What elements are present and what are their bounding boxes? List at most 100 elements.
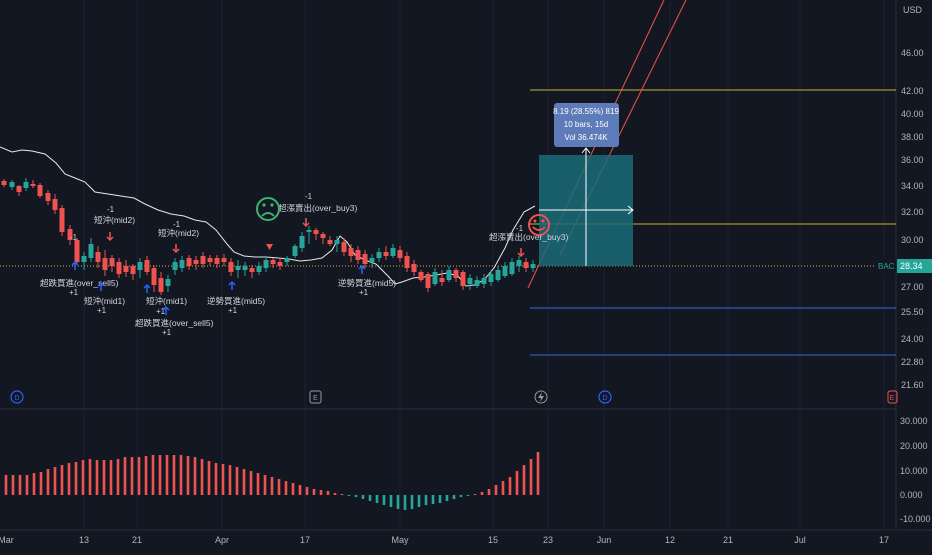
- signal-label: 超漲賣出(over_buy3): [489, 232, 569, 242]
- candle: [9, 180, 15, 190]
- candle-body: [425, 274, 431, 288]
- measure-line2: 10 bars, 15d: [564, 120, 608, 129]
- oscillator-bar: [361, 495, 365, 499]
- candle: [362, 250, 368, 268]
- candle: [299, 232, 305, 252]
- candle: [446, 266, 452, 282]
- candle-body: [256, 266, 262, 272]
- candle: [1, 179, 7, 187]
- oscillator-bar: [438, 495, 442, 503]
- time-tick-label: 21: [132, 535, 142, 545]
- candle-body: [81, 256, 87, 262]
- symbol-label: BAC: [878, 262, 895, 271]
- oscillator-bar: [186, 456, 190, 495]
- candle: [249, 265, 255, 278]
- candle: [530, 260, 536, 272]
- signal-plus: +1: [359, 288, 369, 297]
- candle: [116, 258, 122, 278]
- candle: [95, 246, 101, 268]
- candle: [214, 255, 220, 268]
- candle: [109, 255, 115, 272]
- oscillator-bar: [109, 460, 113, 495]
- oscillator-bar: [340, 494, 344, 495]
- candle-body: [16, 186, 22, 192]
- candle: [502, 262, 508, 278]
- time-tick-label: 13: [79, 535, 89, 545]
- candle: [404, 252, 410, 272]
- measure-line3: Vol 36.474K: [564, 133, 608, 142]
- candle: [186, 255, 192, 270]
- candle-body: [439, 278, 445, 282]
- sell-triangle-icon: [266, 244, 273, 250]
- candle: [172, 258, 178, 275]
- oscillator-bar: [263, 475, 267, 495]
- last-price-value: 28.34: [900, 261, 923, 271]
- oscillator-bar: [165, 455, 169, 495]
- signal-plus: +1: [69, 288, 79, 297]
- oscillator-bar: [347, 495, 351, 496]
- candle: [390, 244, 396, 258]
- signal-label: 逆勢買進(mid5): [207, 296, 265, 306]
- candle-body: [488, 274, 494, 282]
- candle-body: [67, 229, 73, 240]
- candle-body: [355, 250, 361, 260]
- candle: [383, 246, 389, 260]
- candle-body: [37, 185, 43, 196]
- candle-body: [292, 246, 298, 256]
- time-tick-label: 15: [488, 535, 498, 545]
- price-tick-label: 24.00: [901, 334, 924, 344]
- event-markers[interactable]: D E D E: [10, 390, 898, 404]
- candle-body: [453, 270, 459, 278]
- oscillator-bar: [375, 495, 379, 503]
- oscillator-bar: [123, 457, 127, 495]
- svg-text:D: D: [602, 395, 607, 402]
- candle-body: [397, 250, 403, 258]
- candle-body: [320, 234, 326, 238]
- candle-body: [137, 262, 143, 270]
- buy-arrow-icon: [358, 264, 366, 274]
- last-price-tag[interactable]: BAC 28.34: [876, 259, 932, 273]
- time-tick-label: 17: [879, 535, 889, 545]
- signal-plus: +1: [228, 306, 238, 315]
- candle: [88, 238, 94, 262]
- oscillator-bar: [389, 495, 393, 507]
- candle-body: [390, 248, 396, 256]
- candle: [256, 262, 262, 275]
- oscillator-bar: [46, 469, 50, 495]
- signal-minus: -1: [70, 233, 78, 242]
- candle: [425, 272, 431, 292]
- candle-body: [45, 193, 51, 201]
- oscillator-bar: [193, 457, 197, 495]
- candle-body: [102, 258, 108, 270]
- candle: [242, 262, 248, 276]
- candle: [67, 225, 73, 245]
- price-axis[interactable]: 46.00 42.00 40.00 38.00 36.00 34.00 32.00 30.00…: [901, 48, 924, 390]
- signal-label: 逆勢買進(mid5): [338, 278, 396, 288]
- sell-arrow-icon: [302, 218, 310, 228]
- sell-arrow-icon: [106, 232, 114, 242]
- candle-body: [509, 262, 515, 274]
- oscillator-bar: [200, 459, 204, 495]
- candle-body: [179, 260, 185, 268]
- candle-body: [495, 270, 501, 280]
- oscillator-tick-label: 10.000: [900, 466, 928, 476]
- time-axis[interactable]: Mar 13 21 Apr 17 May 15 23 Jun 12 21 Jul 17: [0, 535, 889, 545]
- oscillator-bar: [81, 460, 85, 495]
- sell-arrow-icon: [517, 248, 525, 258]
- candle-body: [242, 266, 248, 270]
- oscillator-bar: [172, 455, 176, 495]
- signal-plus: +1: [162, 328, 172, 337]
- candle-body: [362, 254, 368, 264]
- oscillator-bar: [88, 459, 92, 495]
- candle: [516, 256, 522, 272]
- candle-body: [481, 278, 487, 284]
- oscillator-bar: [228, 465, 232, 495]
- candle-body: [95, 252, 101, 262]
- signal-minus: -1: [173, 220, 181, 229]
- oscillator-tick-label: 0.000: [900, 490, 923, 500]
- candle-body: [460, 272, 466, 286]
- signal-plus: +1: [97, 306, 107, 315]
- oscillator-bar: [95, 460, 99, 495]
- candle-body: [207, 258, 213, 262]
